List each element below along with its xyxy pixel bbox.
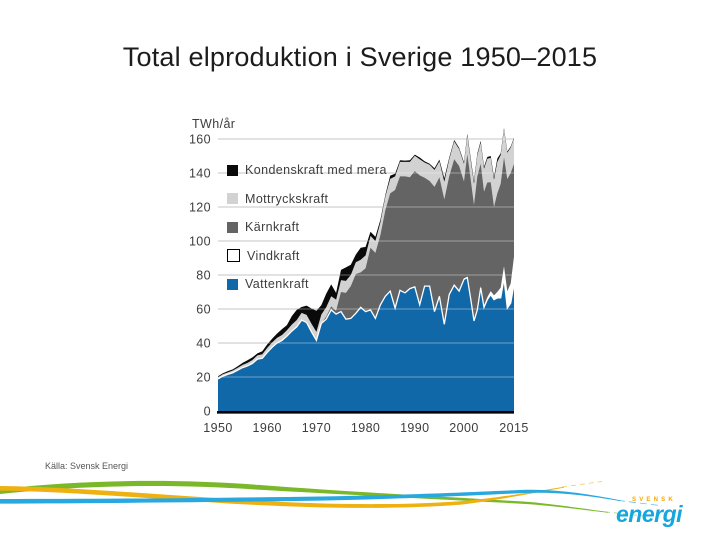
legend-label: Vattenkraft [245, 277, 309, 291]
x-tick-label: 2015 [499, 421, 528, 435]
svensk-energi-logo: SVENSK energi [616, 497, 708, 527]
source-note: Källa: Svensk Energi [45, 461, 129, 471]
y-tick-label: 80 [196, 269, 211, 283]
legend-swatch-vindkraft [227, 249, 240, 262]
logo-top-text: SVENSK [632, 497, 676, 503]
hydro-top-separator [217, 276, 515, 380]
legend-item-vattenkraft: Vattenkraft [227, 277, 387, 291]
footer-wave-yellow-ribbon [0, 486, 564, 508]
legend-label: Kärnkraft [245, 220, 300, 234]
y-tick-label: 160 [189, 133, 211, 147]
footer-wave-green-ribbon [0, 480, 608, 513]
x-tick-label: 1980 [351, 421, 380, 435]
y-tick-label: 100 [189, 235, 211, 249]
legend-swatch-mottryckskraft [227, 193, 238, 204]
y-axis-unit-label: TWh/år [192, 117, 235, 131]
legend-label: Mottryckskraft [245, 191, 329, 206]
legend-item-vindkraft: Vindkraft [227, 248, 387, 263]
footer-wave-blue-ribbon [0, 489, 620, 504]
x-tick-label: 1950 [203, 421, 232, 435]
footer-wave-yellow-tail [561, 481, 603, 488]
y-tick-label: 140 [189, 167, 211, 181]
x-tick-label: 2000 [449, 421, 478, 435]
x-tick-label: 1990 [400, 421, 429, 435]
legend-swatch-kondenskraft-med-mera [227, 164, 238, 176]
y-tick-label: 60 [196, 303, 211, 317]
legend-swatch-k-rnkraft [227, 221, 238, 233]
legend-swatch-vattenkraft [227, 278, 238, 290]
footer-wave-blue-tail [617, 500, 663, 507]
y-tick-label: 120 [189, 201, 211, 215]
y-tick-label: 0 [204, 405, 211, 419]
page-title: Total elproduktion i Sverige 1950–2015 [122, 42, 598, 72]
footer-wave-decoration [0, 480, 663, 517]
logo-wordmark: energi [616, 501, 683, 527]
y-tick-label: 20 [196, 371, 211, 385]
x-tick-label: 1960 [252, 421, 281, 435]
area-series-vattenkraft [218, 277, 514, 411]
legend-item-kondenskraft-med-mera: Kondenskraft med mera [227, 163, 387, 177]
y-tick-label: 40 [196, 337, 211, 351]
x-tick-label: 1970 [302, 421, 331, 435]
legend-label: Kondenskraft med mera [245, 163, 387, 177]
chart-legend: Kondenskraft med mera Mottryckskraft Kärnk… [227, 163, 387, 307]
legend-label: Vindkraft [247, 248, 300, 263]
footer-wave-green-tail [604, 511, 649, 517]
legend-item-mottryckskraft: Mottryckskraft [227, 191, 387, 206]
legend-item-k-rnkraft: Kärnkraft [227, 220, 387, 234]
